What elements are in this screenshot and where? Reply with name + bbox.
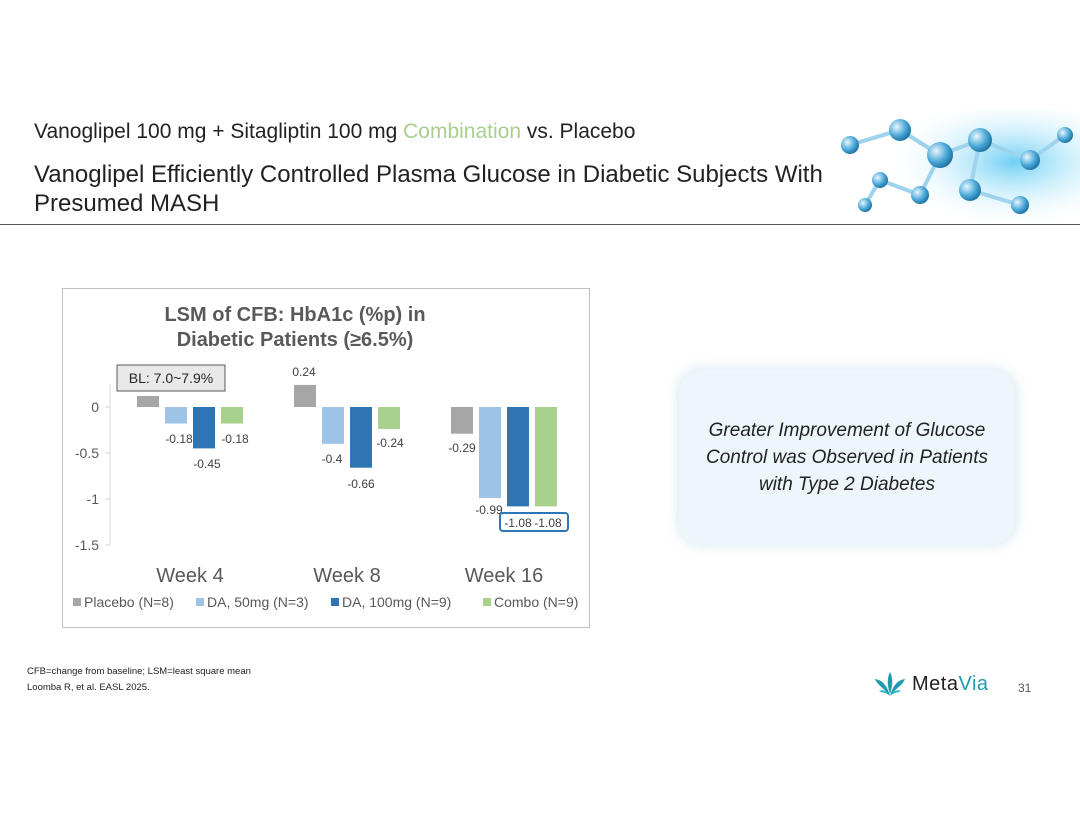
legend-label: Placebo (N=8) <box>84 594 174 610</box>
callout-box: Greater Improvement of Glucose Control w… <box>679 370 1015 544</box>
data-label: -1.08 <box>504 516 532 530</box>
legend-label: Combo (N=9) <box>494 594 578 610</box>
data-label: -0.66 <box>347 477 375 491</box>
bar-combo-2 <box>378 407 400 430</box>
chart-title-line2: Diabetic Patients (≥6.5%) <box>177 329 414 351</box>
slide-subtitle: Vanoglipel 100 mg + Sitagliptin 100 mg C… <box>34 120 635 144</box>
footnote-abbreviations: CFB=change from baseline; LSM=least squa… <box>27 666 251 677</box>
y-tick-label: -1 <box>87 491 100 507</box>
subtitle-highlight: Combination <box>403 120 522 143</box>
molecule-decoration-icon <box>841 110 1080 225</box>
bar-placebo-3 <box>451 407 473 434</box>
slide-title: Vanoglipel Efficiently Controlled Plasma… <box>34 161 823 217</box>
x-category-label: Week 16 <box>465 565 544 587</box>
bar-placebo-2 <box>294 384 316 407</box>
data-label: -0.45 <box>193 457 221 471</box>
baseline-annotation: BL: 7.0~7.9% <box>129 370 213 386</box>
legend-label: DA, 50mg (N=3) <box>207 594 309 610</box>
baseline-annotation-box <box>116 364 226 392</box>
bar-da-1 <box>165 407 187 424</box>
bar-da-2 <box>322 407 344 444</box>
data-label: -0.18 <box>221 432 249 446</box>
footnote-reference: Loomba R, et al. EASL 2025. <box>27 682 150 693</box>
x-category-label: Week 8 <box>313 565 380 587</box>
data-label: -0.4 <box>322 452 343 466</box>
x-category-label: Week 4 <box>156 565 223 587</box>
bar-combo-1 <box>221 407 243 424</box>
chart-container: LSM of CFB: HbA1c (%p) in Diabetic Patien… <box>62 288 590 628</box>
header-divider <box>0 224 1080 225</box>
metavia-leaf-icon <box>875 672 905 696</box>
data-label: -0.99 <box>475 503 503 517</box>
legend-swatch <box>73 598 81 606</box>
bar-da-2 <box>350 407 372 468</box>
callout-text: Greater Improvement of Glucose Control w… <box>706 419 988 495</box>
logo-wordmark: MetaVia <box>912 673 989 696</box>
legend-swatch <box>331 598 339 606</box>
metavia-logo: MetaVia <box>874 670 1014 700</box>
page-number: 31 <box>1018 681 1032 695</box>
chart-title-line1: LSM of CFB: HbA1c (%p) in <box>164 304 425 326</box>
bar-da-3 <box>507 407 529 507</box>
bar-da-1 <box>193 407 215 449</box>
bar-da-3 <box>479 407 501 499</box>
legend-swatch <box>483 598 491 606</box>
logo-meta: Meta <box>912 673 959 695</box>
data-label: -0.24 <box>376 436 404 450</box>
data-label: 0.24 <box>292 365 316 379</box>
subtitle-text-end: vs. Placebo <box>521 120 636 143</box>
bar-combo-3 <box>535 407 557 507</box>
y-tick-label: 0 <box>91 399 99 415</box>
logo-via: Via <box>958 673 989 695</box>
y-tick-label: -1.5 <box>75 537 99 553</box>
y-tick-label: -0.5 <box>75 445 99 461</box>
bar-placebo-1 <box>137 395 159 407</box>
data-label: -0.29 <box>448 441 476 455</box>
data-label: -1.08 <box>534 516 562 530</box>
data-label: -0.18 <box>165 432 193 446</box>
legend-label: DA, 100mg (N=9) <box>342 594 451 610</box>
highlight-box <box>499 512 569 532</box>
bar-chart: LSM of CFB: HbA1c (%p) in Diabetic Patien… <box>73 304 578 610</box>
subtitle-text: Vanoglipel 100 mg + Sitagliptin 100 mg <box>34 120 404 143</box>
legend-swatch <box>196 598 204 606</box>
